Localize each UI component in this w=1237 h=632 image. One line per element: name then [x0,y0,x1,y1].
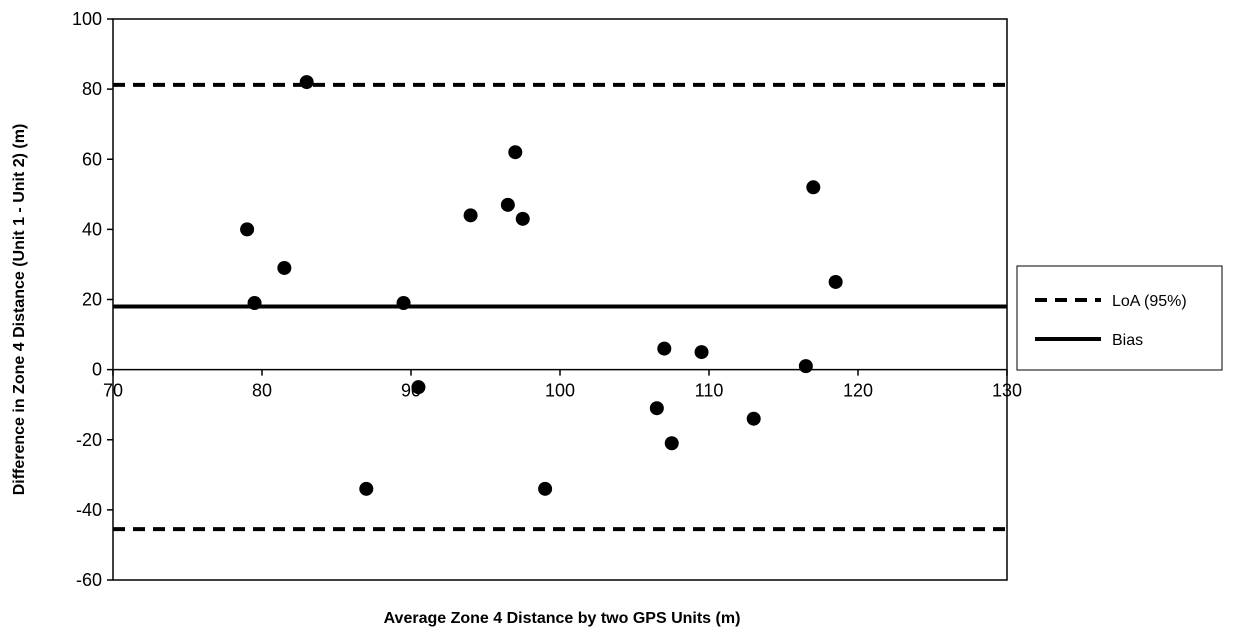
data-point [463,208,478,223]
legend-box [1016,265,1223,371]
data-point [664,436,679,451]
y-tick-label: 40 [82,219,102,239]
data-point [828,274,843,289]
reference-lines [113,82,1007,532]
data-point [798,359,813,374]
data-point [500,197,515,212]
y-tick-label: -20 [76,430,102,450]
y-axis-ticks: -60 -40 -20 0 20 40 60 80 100 [72,9,113,590]
x-tick-label: 120 [843,381,873,401]
data-point [538,481,553,496]
x-axis-title: Average Zone 4 Distance by two GPS Units… [384,610,741,627]
x-tick-label: 130 [992,381,1022,401]
x-axis-ticks: 70 80 90 100 110 120 130 [103,369,1022,401]
legend-label-bias: Bias [1112,332,1143,349]
legend-label-loa: LoA (95%) [1112,293,1187,310]
data-point [746,411,761,426]
y-tick-label: 60 [82,149,102,169]
y-tick-label: 100 [72,9,102,29]
data-point [515,211,530,226]
data-points [240,75,843,496]
y-tick-label: -40 [76,500,102,520]
data-point [359,481,374,496]
data-point [299,75,314,90]
x-tick-label: 70 [103,381,123,401]
x-tick-label: 100 [545,381,575,401]
data-point [649,401,664,416]
data-point [396,296,411,311]
data-point [806,180,821,195]
y-axis-title: Difference in Zone 4 Distance (Unit 1 - … [11,124,28,496]
y-tick-label: 80 [82,79,102,99]
data-point [508,145,523,160]
x-tick-label: 80 [252,381,272,401]
data-point [247,296,262,311]
y-tick-label: 20 [82,290,102,310]
y-tick-label: -60 [76,570,102,590]
data-point [694,345,709,360]
data-point [411,380,426,395]
legend: LoA (95%) Bias [1016,265,1223,371]
x-tick-label: 110 [695,381,724,401]
y-tick-label: 0 [92,360,102,380]
data-point [657,341,672,356]
data-point [277,260,292,275]
data-point [240,222,255,237]
